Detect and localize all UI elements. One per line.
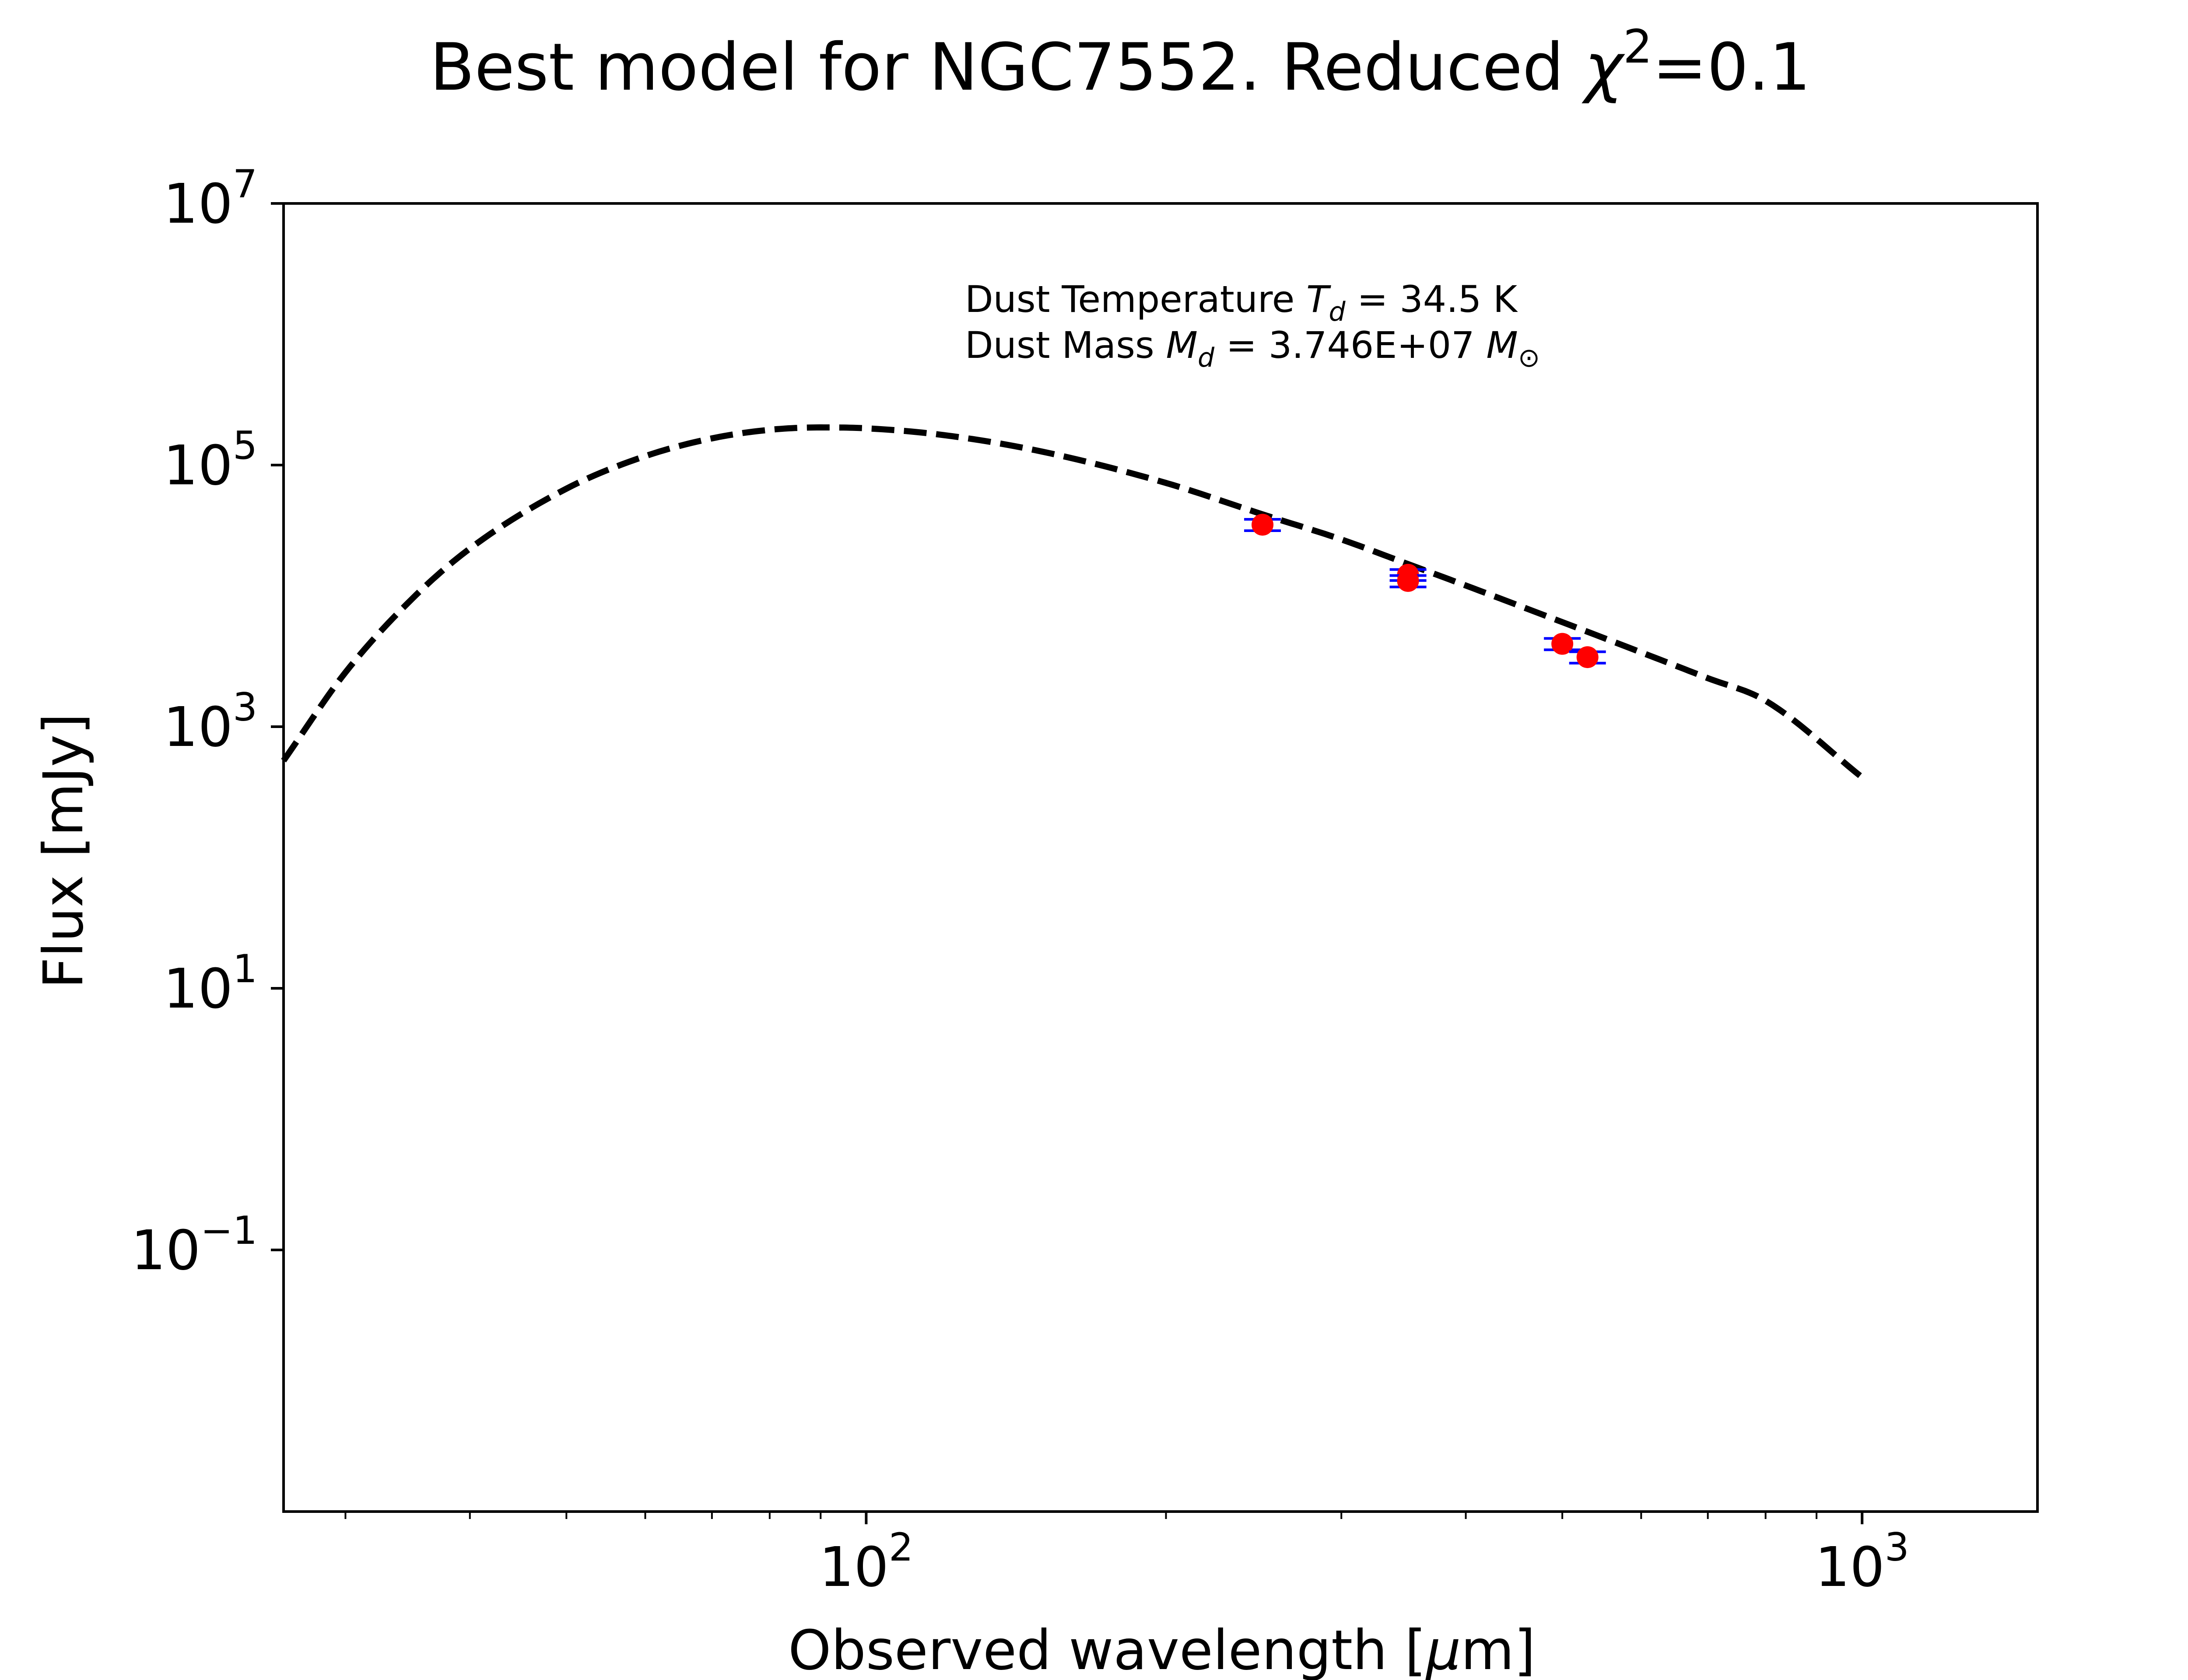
y-tick-label-base: 10 <box>163 434 233 497</box>
chart-title: Best model for NGC7552. Reduced χ2=0.1 <box>430 20 1811 105</box>
annotation-mass-label: Dust Mass <box>965 324 1166 367</box>
annotation-mass-unit-symbol: M <box>1486 324 1518 367</box>
y-tick-label-exponent: 5 <box>233 423 257 468</box>
y-tick-label-base: 10 <box>163 696 233 759</box>
x-tick-label-exponent: 3 <box>1885 1525 1909 1570</box>
data-point <box>1397 570 1419 592</box>
y-tick-label: 10−1 <box>131 1208 257 1282</box>
y-tick-label-base: 10 <box>163 957 233 1021</box>
y-tick-label: 101 <box>163 946 257 1021</box>
x-tick-label-base: 10 <box>1815 1536 1885 1599</box>
annotation-mass: Dust Mass Md = 3.746E+07 M⊙ <box>965 324 1540 373</box>
annotation-mass-value: = 3.746E+07 <box>1214 324 1486 367</box>
chart-title-value: =0.1 <box>1652 30 1811 105</box>
x-tick-label-base: 10 <box>819 1536 889 1599</box>
y-tick-label-base: 10 <box>131 1219 200 1282</box>
annotation-box: Dust Temperature Td = 34.5 K Dust Mass M… <box>965 278 1540 373</box>
annotation-temperature-subscript: d <box>1329 297 1346 327</box>
x-tick-label: 103 <box>1815 1525 1909 1599</box>
annotation-temperature-value: = 34.5 K <box>1346 278 1518 321</box>
x-axis-label-post: m] <box>1461 1619 1536 1680</box>
y-tick-label: 105 <box>163 423 257 497</box>
annotation-temperature-label: Dust Temperature <box>965 278 1306 321</box>
data-point <box>1551 633 1574 655</box>
annotation-mass-subscript: d <box>1198 343 1215 373</box>
x-tick-label: 102 <box>819 1525 913 1599</box>
chart-title-chi: χ <box>1581 30 1625 105</box>
x-tick-label-exponent: 2 <box>889 1525 913 1570</box>
annotation-temperature-symbol: T <box>1306 278 1331 321</box>
x-axis-label-pre: Observed wavelength [ <box>788 1619 1426 1680</box>
chart-title-sup: 2 <box>1623 20 1652 74</box>
data-point <box>1252 514 1274 536</box>
y-axis-label: Flux [mJy] <box>32 713 95 989</box>
y-tick-label-base: 10 <box>163 172 233 236</box>
annotation-temperature: Dust Temperature Td = 34.5 K <box>965 278 1518 327</box>
y-tick-label-exponent: 7 <box>233 161 257 206</box>
x-axis-label-mu: μ <box>1425 1619 1461 1680</box>
axes-frame <box>282 202 2039 1513</box>
y-tick-label: 107 <box>163 161 257 236</box>
annotation-mass-symbol: M <box>1166 324 1198 367</box>
chart-title-main: Best model for NGC7552. Reduced <box>430 30 1585 105</box>
y-tick-label: 103 <box>163 685 257 759</box>
data-point <box>1576 646 1599 668</box>
x-axis-label: Observed wavelength [μm] <box>788 1619 1536 1680</box>
y-tick-label-exponent: 1 <box>233 946 257 991</box>
annotation-mass-unit-subscript: ⊙ <box>1518 343 1540 373</box>
model-curve <box>281 424 1864 780</box>
y-tick-label-exponent: 3 <box>233 685 257 730</box>
y-tick-label-exponent: −1 <box>200 1208 257 1253</box>
